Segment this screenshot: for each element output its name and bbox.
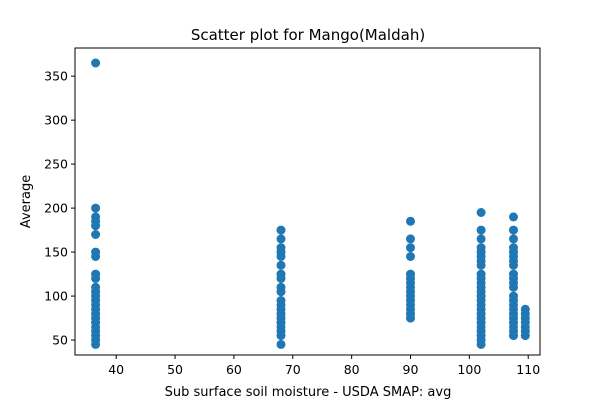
- data-point: [476, 234, 486, 244]
- plot-frame: [74, 47, 541, 356]
- data-point: [276, 260, 286, 270]
- data-point: [509, 234, 518, 244]
- chart-title: Scatter plot for Mango(Maldah): [191, 26, 425, 44]
- data-point: [509, 212, 518, 222]
- data-point: [476, 339, 486, 349]
- data-point: [91, 203, 101, 213]
- data-point: [91, 252, 101, 261]
- y-tick-label: 50: [52, 333, 68, 348]
- x-tick-label: 100: [457, 362, 481, 377]
- y-axis-label: Average: [19, 175, 34, 228]
- data-point: [276, 274, 286, 283]
- x-tick-label: 40: [108, 362, 124, 377]
- y-tick-label: 300: [44, 113, 68, 128]
- data-point: [406, 313, 415, 323]
- data-point: [91, 230, 101, 239]
- data-point: [406, 216, 415, 226]
- x-tick-label: 110: [516, 362, 540, 377]
- data-point: [476, 208, 486, 217]
- data-point: [91, 221, 101, 231]
- data-point: [276, 331, 286, 341]
- data-point: [276, 234, 286, 244]
- data-point: [91, 339, 101, 349]
- data-point: [406, 252, 415, 261]
- data-point: [520, 331, 530, 341]
- data-point: [476, 225, 486, 235]
- y-tick-label: 100: [44, 289, 68, 304]
- x-tick-label: 60: [226, 362, 242, 377]
- x-tick-label: 50: [167, 362, 183, 377]
- data-point: [276, 287, 286, 297]
- data-point: [476, 260, 486, 270]
- x-axis-label: Sub surface soil moisture - USDA SMAP: a…: [165, 385, 452, 400]
- data-point: [406, 243, 415, 253]
- y-tick-label: 200: [44, 201, 68, 216]
- data-point: [509, 331, 518, 341]
- data-point: [509, 282, 518, 292]
- data-point: [91, 58, 101, 68]
- data-point: [91, 274, 101, 283]
- data-points: [91, 58, 530, 349]
- data-point: [276, 339, 286, 349]
- data-point: [509, 225, 518, 235]
- y-tick-label: 250: [44, 157, 68, 172]
- x-axis-ticks: 40 50 60 70 80 90 100 110: [108, 355, 540, 377]
- data-point: [509, 260, 518, 270]
- x-tick-label: 80: [344, 362, 360, 377]
- y-tick-label: 150: [44, 245, 68, 260]
- data-point: [276, 252, 286, 261]
- y-tick-label: 350: [44, 69, 68, 84]
- data-point: [406, 234, 415, 244]
- data-point: [276, 225, 286, 235]
- y-axis-ticks: 50 100 150 200 250 300 350: [44, 69, 75, 348]
- x-tick-label: 70: [285, 362, 301, 377]
- x-tick-label: 90: [403, 362, 419, 377]
